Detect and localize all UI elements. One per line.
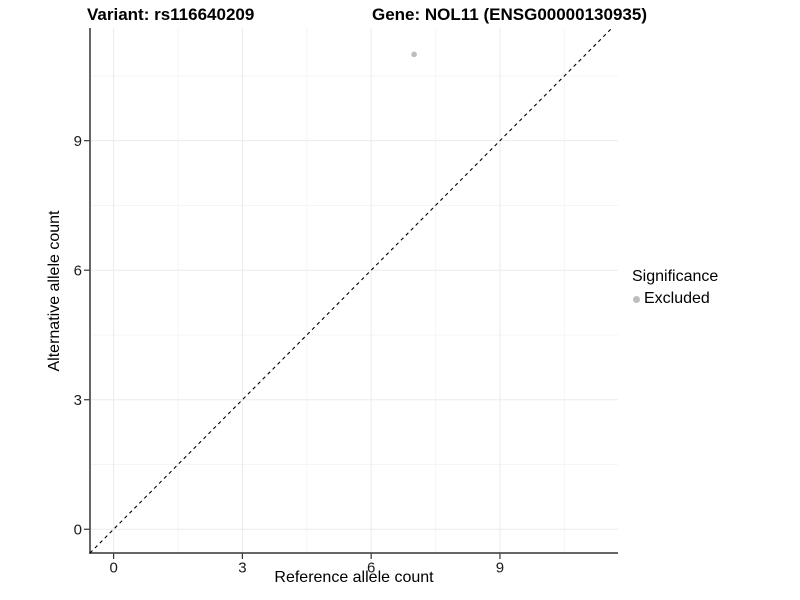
y-axis-label: Alternative allele count <box>46 210 63 372</box>
legend-item-excluded: Excluded <box>633 290 718 308</box>
identity-dashed-line <box>89 27 613 554</box>
y-tick-label: 0 <box>74 521 82 538</box>
x-tick-label: 9 <box>496 560 504 577</box>
x-tick-label: 0 <box>109 560 117 577</box>
x-tick-label: 6 <box>367 560 375 577</box>
y-tick-label: 9 <box>74 133 82 150</box>
plot-title-gene: Gene: NOL11 (ENSG00000130935) <box>372 5 647 24</box>
x-tick-label: 3 <box>238 560 246 577</box>
legend: Significance Excluded <box>632 268 718 308</box>
y-tick-label: 6 <box>74 262 82 279</box>
legend-key-dot <box>633 295 640 303</box>
x-axis-label: Reference allele count <box>274 569 434 586</box>
data-point <box>411 51 417 58</box>
plot-title-variant: Variant: rs116640209 <box>87 5 255 24</box>
y-tick-label: 3 <box>74 392 82 409</box>
legend-item-label: Excluded <box>644 290 710 307</box>
legend-title: Significance <box>632 268 719 285</box>
